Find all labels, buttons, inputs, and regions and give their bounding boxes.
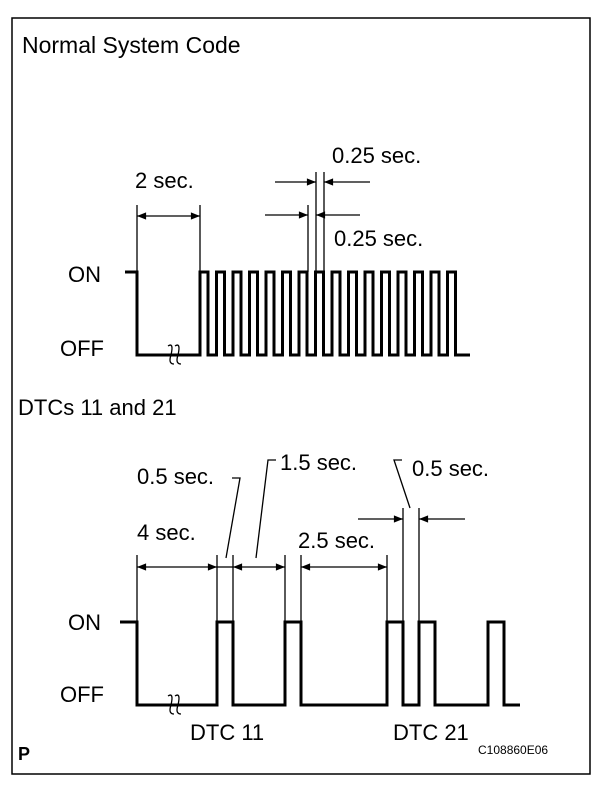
label: 0.25 sec. (332, 143, 421, 168)
page-mark: P (18, 744, 30, 764)
level-label: OFF (60, 336, 104, 361)
waveform (120, 620, 520, 707)
break (167, 344, 182, 365)
code-label: DTC 11 (190, 720, 264, 745)
section-title: DTCs 11 and 21 (18, 395, 177, 420)
label: 1.5 sec. (280, 450, 357, 475)
code-label: DTC 21 (393, 720, 469, 745)
label: 0.5 sec. (137, 464, 214, 489)
label: 4 sec. (137, 520, 196, 545)
level-label: ON (68, 610, 101, 635)
frame (11, 17, 591, 775)
break (167, 694, 182, 715)
level-label: OFF (60, 682, 104, 707)
label: 2 sec. (135, 168, 194, 193)
section-title: Normal System Code (22, 32, 241, 58)
waveform (125, 270, 470, 357)
dimensions (136, 172, 370, 272)
dimensions (136, 459, 465, 622)
label: 0.5 sec. (412, 456, 489, 481)
reference: C108860E06 (478, 743, 548, 757)
label: 2.5 sec. (298, 528, 375, 553)
level-label: ON (68, 262, 101, 287)
label: 0.25 sec. (334, 226, 423, 251)
